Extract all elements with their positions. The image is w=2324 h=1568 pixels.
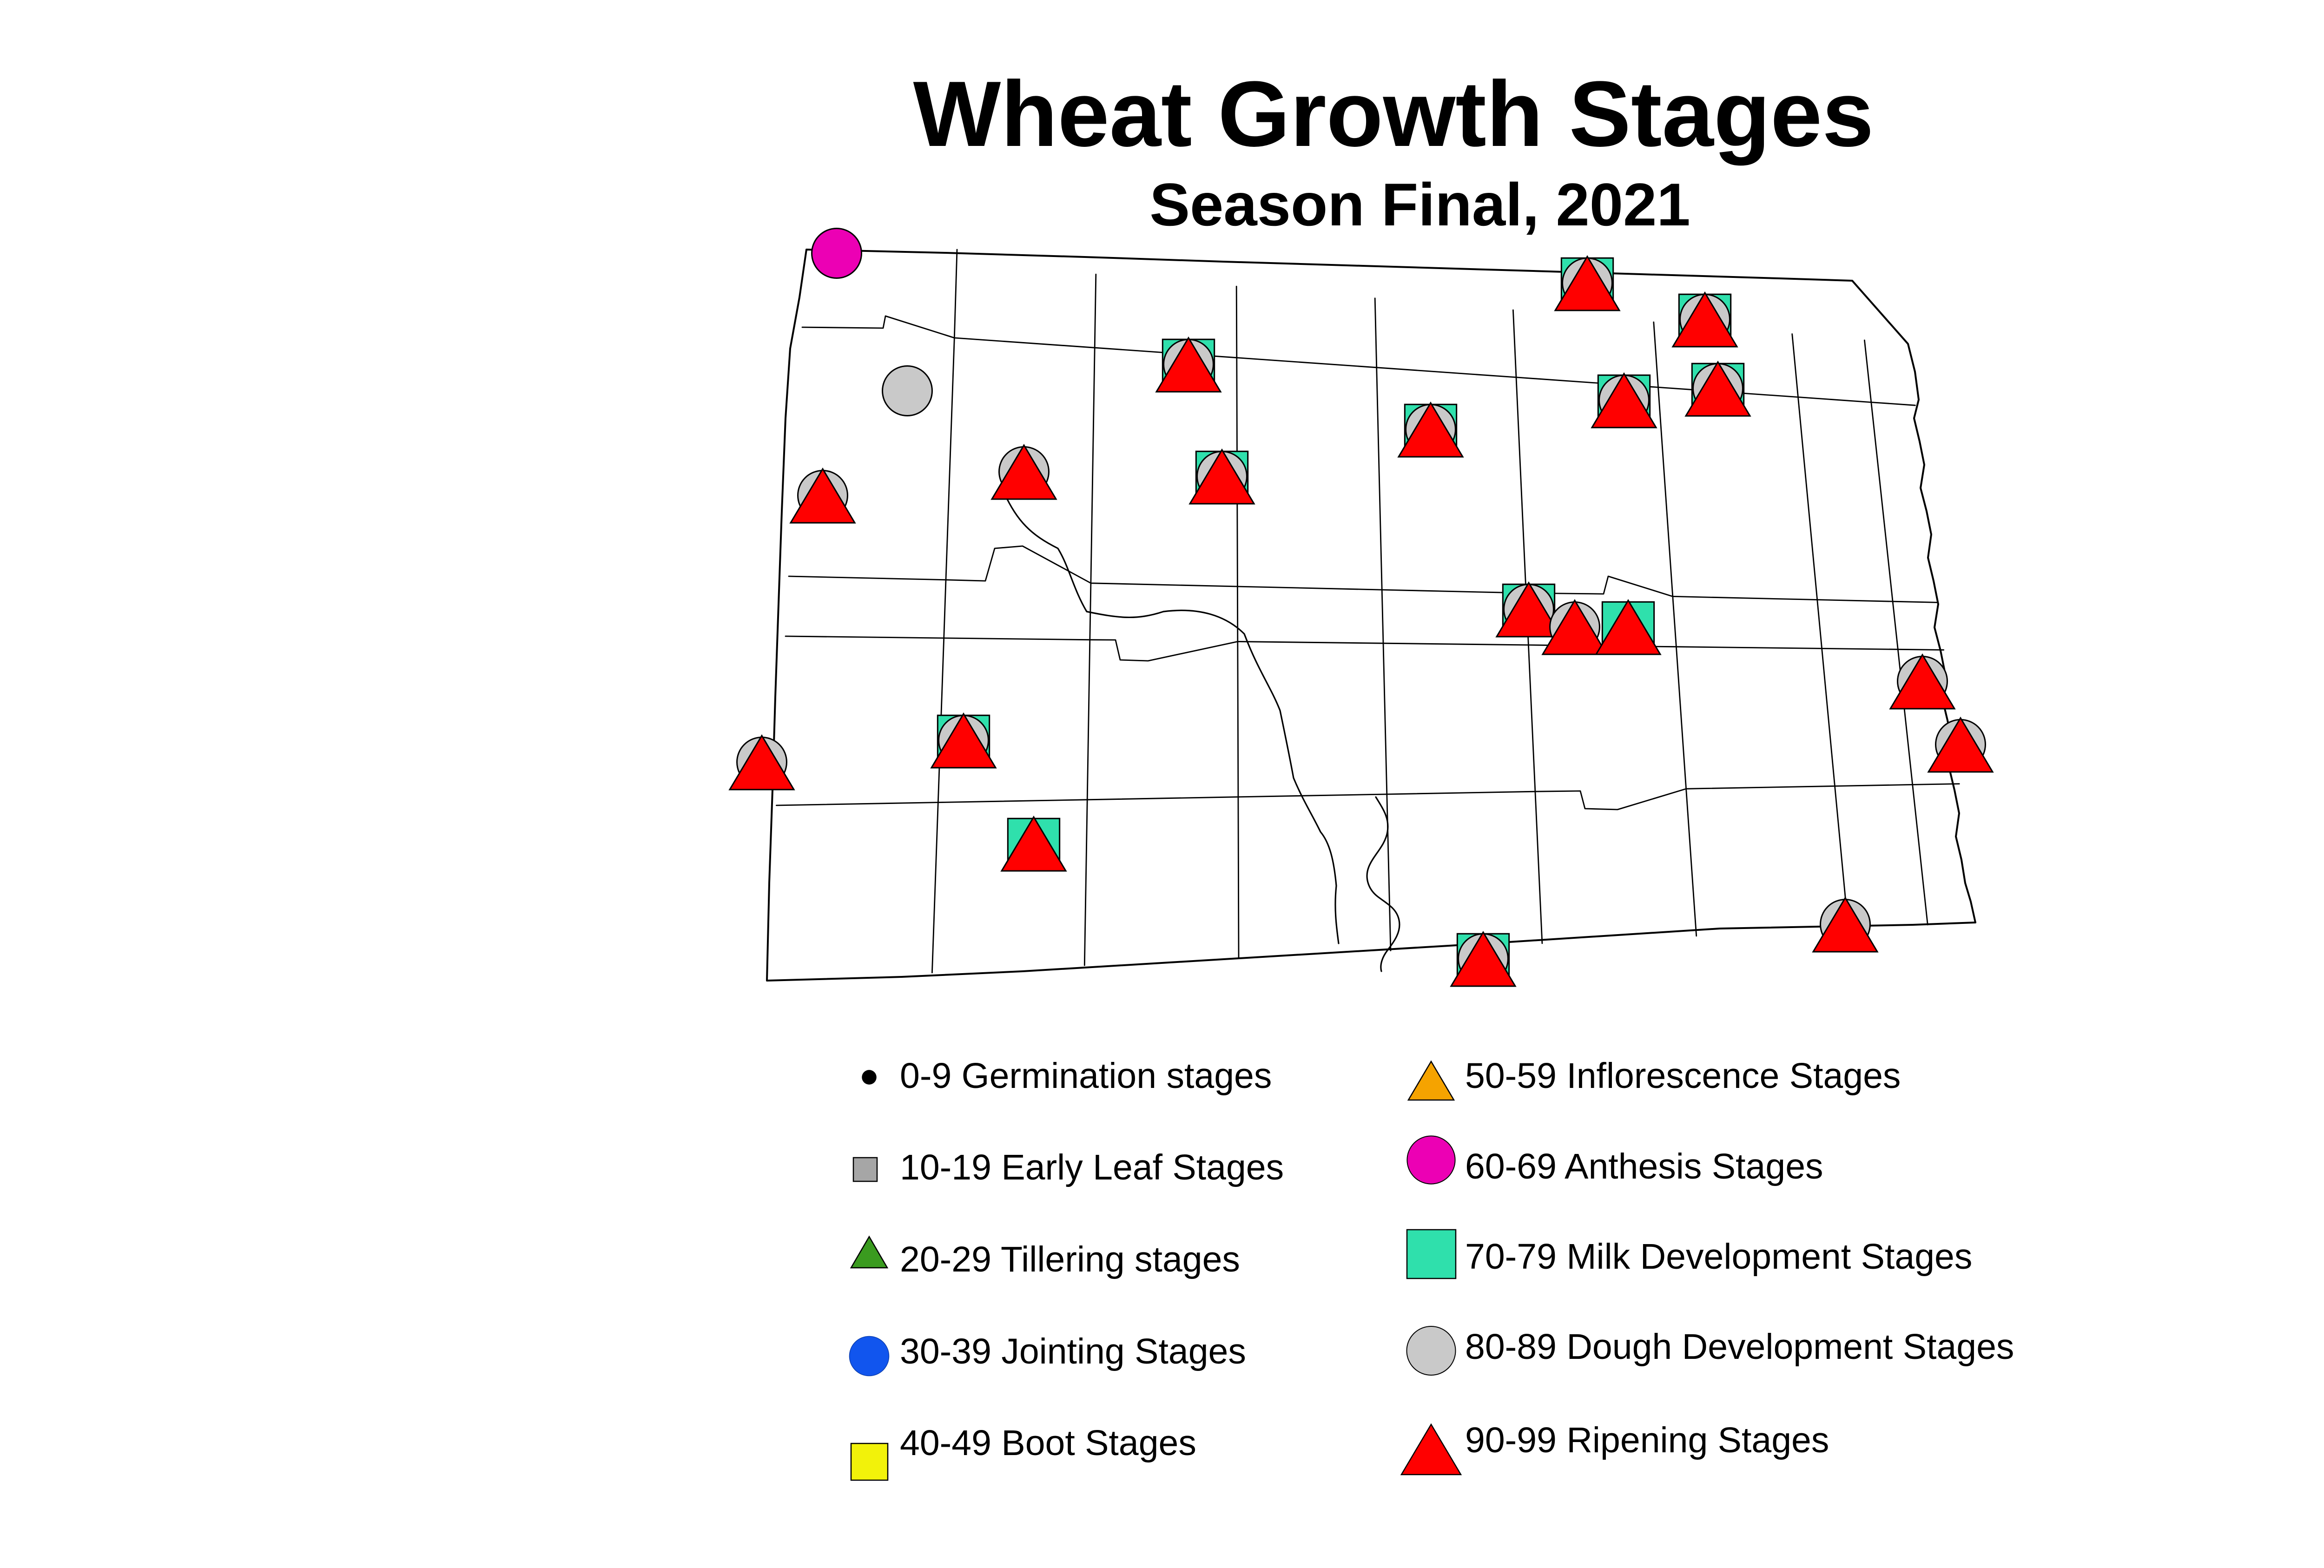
svg-text:10-19 Early Leaf Stages: 10-19 Early Leaf Stages — [900, 1147, 1284, 1187]
svg-text:90-99 Ripening Stages: 90-99 Ripening Stages — [1465, 1420, 1829, 1460]
svg-text:70-79 Milk Development Stages: 70-79 Milk Development Stages — [1465, 1237, 1972, 1277]
svg-text:30-39 Jointing Stages: 30-39 Jointing Stages — [900, 1331, 1246, 1371]
svg-text:50-59 Inflorescence Stages: 50-59 Inflorescence Stages — [1465, 1056, 1901, 1096]
svg-text:80-89 Dough Development Stages: 80-89 Dough Development Stages — [1465, 1327, 2014, 1367]
svg-text:0-9 Germination stages: 0-9 Germination stages — [900, 1056, 1272, 1096]
svg-text:Wheat Growth Stages: Wheat Growth Stages — [913, 62, 1874, 166]
svg-text:40-49 Boot Stages: 40-49 Boot Stages — [900, 1423, 1196, 1463]
svg-text:20-29 Tillering stages: 20-29 Tillering stages — [900, 1239, 1240, 1279]
svg-text:Season Final, 2021: Season Final, 2021 — [1149, 171, 1690, 238]
svg-text:60-69 Anthesis Stages: 60-69 Anthesis Stages — [1465, 1146, 1823, 1186]
